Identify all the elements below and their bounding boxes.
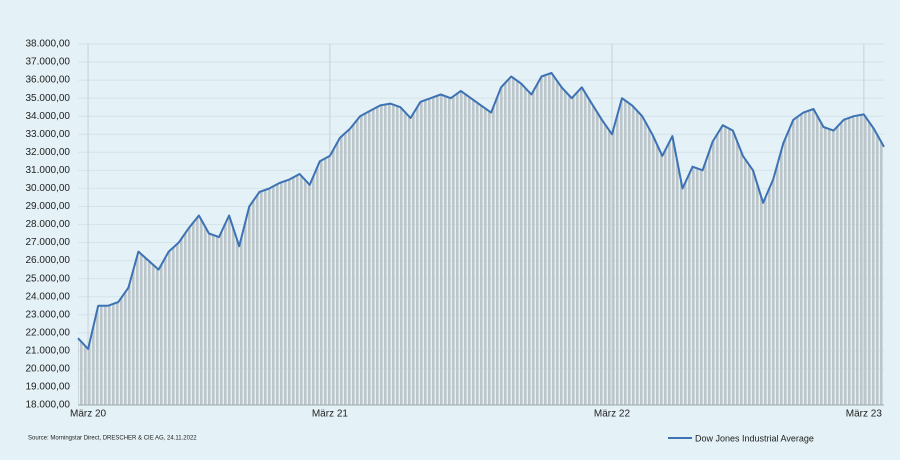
- source-note: Source: Morningstar Direct, DRESCHER & C…: [28, 436, 197, 442]
- y-tick-label: 38.000,00: [26, 39, 71, 50]
- y-tick-label: 22.000,00: [26, 327, 71, 338]
- line: [77, 71, 885, 350]
- y-tick-label: 20.000,00: [26, 364, 71, 375]
- x-tick-label: März 23: [846, 409, 883, 420]
- y-tick-label: 31.000,00: [26, 165, 71, 176]
- y-tick-label: 27.000,00: [26, 237, 71, 248]
- y-tick-label: 25.000,00: [26, 273, 71, 284]
- legend-label: Dow Jones Industrial Average: [695, 433, 814, 443]
- y-tick-label: 30.000,00: [26, 183, 71, 194]
- x-tick-label: März 21: [312, 409, 349, 420]
- y-tick-label: 33.000,00: [26, 129, 71, 140]
- y-tick-label: 21.000,00: [26, 345, 71, 356]
- y-tick-label: 19.000,00: [26, 382, 71, 393]
- y-tick-label: 28.000,00: [26, 219, 71, 230]
- area-fill: [78, 72, 884, 406]
- y-tick-label: 32.000,00: [26, 147, 71, 158]
- y-tick-label: 34.000,00: [26, 111, 71, 122]
- y-tick-label: 18.000,00: [26, 400, 71, 411]
- y-tick-label: 35.000,00: [26, 93, 71, 104]
- y-tick-label: 36.000,00: [26, 75, 71, 86]
- y-tick-label: 26.000,00: [26, 255, 71, 266]
- y-tick-label: 37.000,00: [26, 57, 71, 68]
- y-tick-label: 23.000,00: [26, 309, 71, 320]
- y-tick-label: 29.000,00: [26, 201, 71, 212]
- x-tick-label: März 20: [70, 409, 107, 420]
- y-tick-label: 24.000,00: [26, 291, 71, 302]
- x-tick-label: März 22: [594, 409, 631, 420]
